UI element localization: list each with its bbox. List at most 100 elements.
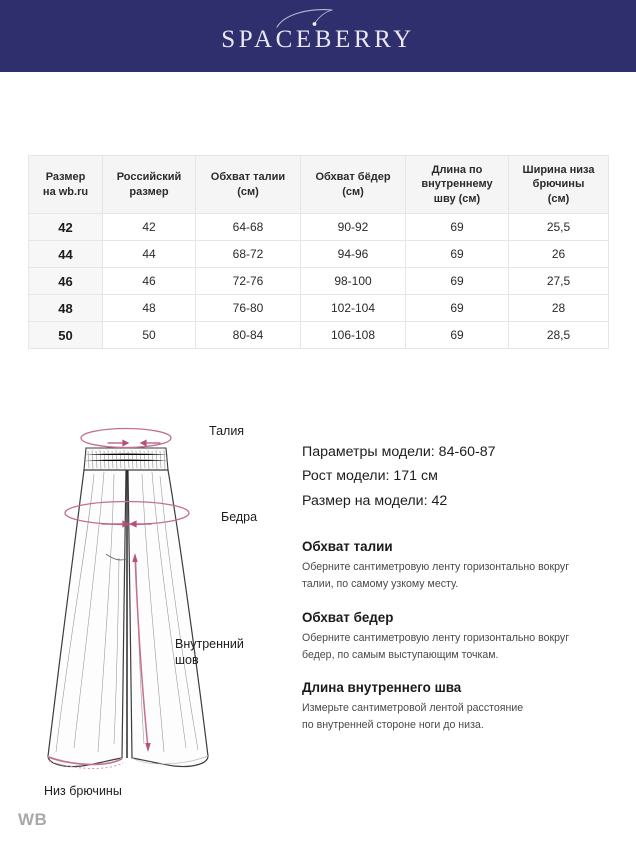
cell-wb-size: 48 xyxy=(28,294,103,322)
cell-russian-size: 44 xyxy=(102,240,196,268)
model-height: Рост модели: 171 см xyxy=(302,468,438,485)
column-header-text-line1: Обхват талии xyxy=(210,170,286,183)
cell-waist: 72-76 xyxy=(195,267,301,295)
measure-desc-line1: Оберните сантиметровую ленту горизонталь… xyxy=(302,631,570,644)
table-row: 48 48 76-80 102-104 69 28 xyxy=(28,294,609,322)
table-row: 50 50 80-84 106-108 69 28,5 xyxy=(28,321,609,349)
cell-wb-size: 42 xyxy=(28,213,103,241)
waist-measure-ellipse xyxy=(80,427,172,449)
trousers-diagram: Талия Бедра Внутренний шов Низ брючины xyxy=(18,408,290,820)
brand-name: SPACEBERRY xyxy=(221,25,415,53)
column-header-text-line3: (см) xyxy=(547,192,570,205)
cell-hem-width: 28 xyxy=(508,294,609,322)
measure-description: Оберните сантиметровую ленту горизонталь… xyxy=(302,630,614,664)
cell-waist: 80-84 xyxy=(195,321,301,349)
cell-inseam: 69 xyxy=(405,267,509,295)
cell-hem-width: 28,5 xyxy=(508,321,609,349)
column-header-text-line1: Российский xyxy=(116,170,182,183)
column-header-hips: Обхват бёдер (см) xyxy=(300,155,406,214)
column-header-inseam: Длина по внутреннему шву (см) xyxy=(405,155,509,214)
elastic-gathers xyxy=(84,449,169,470)
measure-block-hips: Обхват бедер Оберните сантиметровую лент… xyxy=(302,610,614,664)
cell-wb-size: 50 xyxy=(28,321,103,349)
table-row: 44 44 68-72 94-96 69 26 xyxy=(28,240,609,268)
cell-russian-size: 48 xyxy=(102,294,196,322)
cell-russian-size: 50 xyxy=(102,321,196,349)
measure-desc-line2: бедер, по самым выступающим точкам. xyxy=(302,648,499,661)
size-table-head: Размер на wb.ru Размер на wb.ru Российск… xyxy=(28,155,609,214)
measure-desc-line1: Оберните сантиметровую ленту горизонталь… xyxy=(302,561,570,574)
model-info: Параметры модели: 84-60-87 Рост модели: … xyxy=(302,440,614,513)
cell-inseam: 69 xyxy=(405,240,509,268)
wb-watermark: WB xyxy=(18,810,48,829)
cell-hips: 106-108 xyxy=(300,321,406,349)
crotch-line xyxy=(105,553,128,561)
table-row: 42 42 64-68 90-92 69 25,5 xyxy=(28,213,609,241)
trousers-diagram-svg: Талия Бедра Внутренний шов Низ брючины xyxy=(44,424,257,798)
label-hem: Низ брючины xyxy=(44,784,122,798)
measure-desc-line1: Измерьте сантиметровой лентой расстояние xyxy=(302,701,524,714)
measure-description: Оберните сантиметровую ленту горизонталь… xyxy=(302,559,614,593)
cell-hem-width: 27,5 xyxy=(508,267,609,295)
trousers-outline xyxy=(47,447,209,768)
label-waist: Талия xyxy=(209,424,244,438)
column-header-text-line1: Обхват бёдер xyxy=(315,170,391,183)
column-header-text-line1: Длина по xyxy=(431,163,483,176)
column-header-text-line2: (см) xyxy=(342,185,364,198)
cell-inseam: 69 xyxy=(405,213,509,241)
column-header-waist: Обхват талии (см) xyxy=(195,155,301,214)
size-table-body: 42 42 64-68 90-92 69 25,5 44 44 68-72 94… xyxy=(28,213,609,349)
measure-desc-line2: по внутренней стороне ноги до низа. xyxy=(302,719,484,732)
size-table-wrapper: Размер на wb.ru Размер на wb.ru Российск… xyxy=(28,155,609,349)
measure-title: Обхват талии xyxy=(302,539,393,555)
column-header-text-line3: шву (см) xyxy=(433,192,481,205)
measure-block-waist: Обхват талии Оберните сантиметровую лент… xyxy=(302,539,614,593)
measure-block-inseam: Длина внутреннего шва Измерьте сантиметр… xyxy=(302,680,614,734)
column-header-text-line1: Размер xyxy=(45,170,86,183)
measurement-overlays xyxy=(47,427,190,770)
column-header-text-line2: на wb.ru xyxy=(42,185,89,198)
hips-arrows xyxy=(101,520,152,528)
cell-russian-size: 46 xyxy=(102,267,196,295)
lower-section: Талия Бедра Внутренний шов Низ брючины П… xyxy=(0,408,636,828)
measure-description: Измерьте сантиметровой лентой расстояние… xyxy=(302,700,614,734)
column-header-text-line2: (см) xyxy=(237,185,259,198)
table-header-row: Размер на wb.ru Размер на wb.ru Российск… xyxy=(28,155,609,214)
cell-hem-width: 26 xyxy=(508,240,609,268)
hem-measure-line xyxy=(47,756,124,770)
brand-logo: SPACEBERRY xyxy=(221,8,415,53)
table-row: 46 46 72-76 98-100 69 27,5 xyxy=(28,267,609,295)
label-hips: Бедра xyxy=(221,510,257,524)
measurement-guide: Параметры модели: 84-60-87 Рост модели: … xyxy=(302,440,614,750)
column-header-wb-size: Размер на wb.ru Размер на wb.ru xyxy=(28,155,103,214)
cell-waist: 68-72 xyxy=(195,240,301,268)
cell-hem-width: 25,5 xyxy=(508,213,609,241)
label-inseam-line2: шов xyxy=(175,653,199,667)
measure-desc-line2: талии, по самому узкому месту. xyxy=(302,578,459,591)
column-header-text-line2: размер xyxy=(129,185,169,198)
column-header-hem-width: Ширина низа брючины (см) xyxy=(508,155,609,214)
column-header-text-line2: брючины xyxy=(532,178,585,191)
column-header-text-line1: Ширина низа xyxy=(522,163,595,176)
waist-arrows xyxy=(107,439,161,447)
label-inseam-line1: Внутренний xyxy=(175,637,244,651)
cell-hips: 90-92 xyxy=(300,213,406,241)
cell-hips: 102-104 xyxy=(300,294,406,322)
brand-header: SPACEBERRY xyxy=(0,0,636,72)
column-header-russian-size: Российский размер xyxy=(102,155,196,214)
cell-waist: 76-80 xyxy=(195,294,301,322)
cell-waist: 64-68 xyxy=(195,213,301,241)
model-size: Размер на модели: 42 xyxy=(302,492,448,509)
measure-title: Обхват бедер xyxy=(302,609,394,625)
cell-inseam: 69 xyxy=(405,321,509,349)
size-table: Размер на wb.ru Размер на wb.ru Российск… xyxy=(28,155,609,349)
cell-hips: 94-96 xyxy=(300,240,406,268)
cell-russian-size: 42 xyxy=(102,213,196,241)
column-header-text-line2: внутреннему xyxy=(421,178,493,191)
model-params: Параметры модели: 84-60-87 xyxy=(302,444,496,460)
cell-inseam: 69 xyxy=(405,294,509,322)
cell-hips: 98-100 xyxy=(300,267,406,295)
cell-wb-size: 44 xyxy=(28,240,103,268)
cell-wb-size: 46 xyxy=(28,267,103,295)
inseam-measure-line xyxy=(132,553,151,752)
